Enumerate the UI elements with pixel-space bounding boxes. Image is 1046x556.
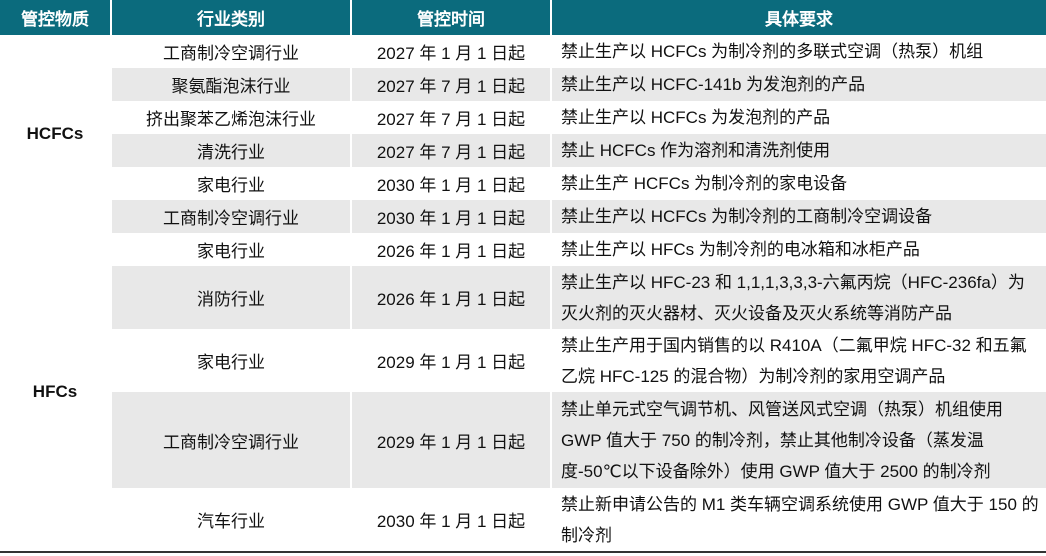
requirement-cell: 禁止生产以 HCFCs 为发泡剂的产品 [550,101,1046,134]
time-cell: 2027 年 7 月 1 日起 [350,134,550,167]
time-cell: 2030 年 1 月 1 日起 [350,167,550,200]
time-cell: 2030 年 1 月 1 日起 [350,200,550,233]
industry-cell: 挤出聚苯乙烯泡沫行业 [146,110,316,129]
industry-cell: 工商制冷空调行业 [163,209,299,228]
table-row: 家电行业 2026 年 1 月 1 日起 禁止生产以 HFCs 为制冷剂的电冰箱… [112,233,1046,266]
time-cell: 2030 年 1 月 1 日起 [350,488,550,551]
industry-cell: 家电行业 [197,176,265,195]
industry-cell: 工商制冷空调行业 [163,44,299,63]
requirement-cell: 禁止单元式空气调节机、风管送风式空调（热泵）机组使用 GWP 值大于 750 的… [550,392,1046,488]
requirement-cell: 禁止 HCFCs 作为溶剂和清洗剂使用 [550,134,1046,167]
table-row: 家电行业 2029 年 1 月 1 日起 禁止生产用于国内销售的以 R410A（… [112,329,1046,392]
table-row: 挤出聚苯乙烯泡沫行业 2027 年 7 月 1 日起 禁止生产以 HCFCs 为… [112,101,1046,134]
time-cell: 2026 年 1 月 1 日起 [350,233,550,266]
industry-cell: 汽车行业 [197,512,265,531]
table-header: 管控物质 行业类别 管控时间 具体要求 [0,0,1046,35]
requirement-cell: 禁止生产以 HCFC-141b 为发泡剂的产品 [550,68,1046,101]
table-row: 汽车行业 2030 年 1 月 1 日起 禁止新申请公告的 M1 类车辆空调系统… [112,488,1046,551]
industry-cell: 家电行业 [197,242,265,261]
industry-cell: 聚氨酯泡沫行业 [171,77,291,96]
requirement-cell: 禁止生产 HCFCs 为制冷剂的家电设备 [550,167,1046,200]
industry-cell: 清洗行业 [197,143,265,162]
table-row: 工商制冷空调行业 2027 年 1 月 1 日起 禁止生产以 HCFCs 为制冷… [112,35,1046,68]
table-row: 工商制冷空调行业 2030 年 1 月 1 日起 禁止生产以 HCFCs 为制冷… [112,200,1046,233]
requirement-cell: 禁止生产以 HCFCs 为制冷剂的多联式空调（热泵）机组 [550,35,1046,68]
time-cell: 2027 年 7 月 1 日起 [350,68,550,101]
requirement-cell: 禁止生产用于国内销售的以 R410A（二氟甲烷 HFC-32 和五氟乙烷 HFC… [550,329,1046,392]
table-row: 工商制冷空调行业 2029 年 1 月 1 日起 禁止单元式空气调节机、风管送风… [112,392,1046,488]
industry-cell: 工商制冷空调行业 [163,432,299,452]
time-cell: 2026 年 1 月 1 日起 [350,266,550,329]
table-row: 家电行业 2030 年 1 月 1 日起 禁止生产 HCFCs 为制冷剂的家电设… [112,167,1046,200]
time-cell: 2029 年 1 月 1 日起 [350,329,550,392]
table-row: 聚氨酯泡沫行业 2027 年 7 月 1 日起 禁止生产以 HCFC-141b … [112,68,1046,101]
time-cell: 2029 年 1 月 1 日起 [350,392,550,488]
time-cell: 2027 年 7 月 1 日起 [350,101,550,134]
group-hcfcs: HCFCs [26,124,84,143]
requirement-cell: 禁止生产以 HCFCs 为制冷剂的工商制冷空调设备 [550,200,1046,233]
requirement-cell: 禁止生产以 HFCs 为制冷剂的电冰箱和冰柜产品 [550,233,1046,266]
table-row: 消防行业 2026 年 1 月 1 日起 禁止生产以 HFC-23 和 1,1,… [112,266,1046,329]
industry-cell: 家电行业 [197,353,265,372]
table-row: 清洗行业 2027 年 7 月 1 日起 禁止 HCFCs 作为溶剂和清洗剂使用 [112,134,1046,167]
header-requirement: 具体要求 [550,0,1046,35]
group-hfcs: HFCs [32,382,78,401]
requirement-cell: 禁止生产以 HFC-23 和 1,1,1,3,3,3-六氟丙烷（HFC-236f… [550,266,1046,329]
time-cell: 2027 年 1 月 1 日起 [350,35,550,68]
requirement-cell: 禁止新申请公告的 M1 类车辆空调系统使用 GWP 值大于 150 的制冷剂 [550,488,1046,551]
header-industry: 行业类别 [110,0,350,35]
header-substance: 管控物质 [21,10,89,29]
header-time: 管控时间 [350,0,550,35]
table-bottom-rule [0,551,1046,553]
industry-cell: 消防行业 [197,290,265,309]
